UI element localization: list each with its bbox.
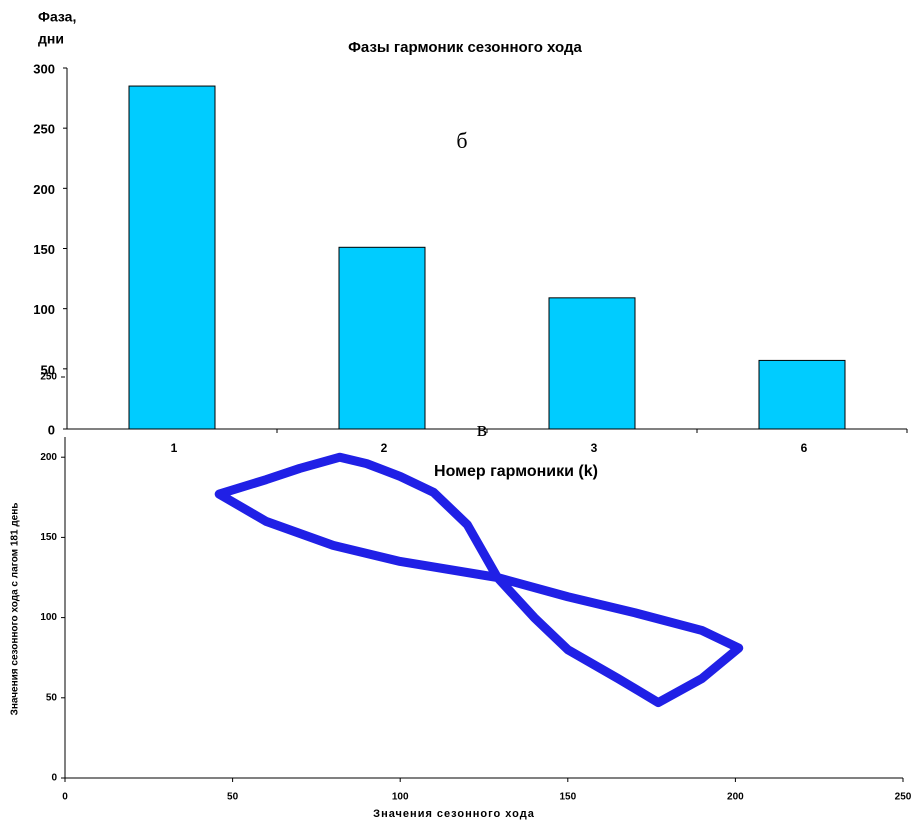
- annotation: б: [456, 128, 467, 153]
- y-tick-label: 100: [40, 612, 57, 623]
- y-tick-label: 150: [33, 242, 55, 257]
- y-tick-label: 150: [40, 532, 57, 543]
- y-axis-label: дни: [38, 31, 64, 47]
- x-tick-label: 200: [727, 792, 744, 803]
- bar: [548, 297, 636, 430]
- x-tick-label: 100: [392, 792, 409, 803]
- x-tick-label: 3: [591, 441, 598, 455]
- bar: [758, 359, 846, 430]
- y-tick-label: 100: [33, 302, 55, 317]
- y-tick-label: 50: [46, 692, 58, 703]
- bar: [338, 246, 426, 430]
- y-tick-label: 250: [33, 122, 55, 137]
- chart-title: Фазы гармоник сезонного хода: [348, 39, 582, 56]
- y-tick-label: 0: [51, 773, 57, 784]
- bar: [128, 85, 216, 430]
- x-tick-label: 1: [171, 441, 178, 455]
- y-axis-label: Значения сезонного хода с лагом 181 день: [10, 503, 21, 716]
- y-tick-label: 0: [48, 422, 55, 437]
- y-axis-label: Фаза,: [38, 9, 76, 25]
- x-tick-label: 50: [227, 792, 239, 803]
- y-tick-label: 50: [41, 362, 55, 377]
- x-tick-label: 250: [895, 792, 912, 803]
- y-tick-label: 200: [40, 452, 57, 463]
- x-tick-label: 0: [62, 792, 68, 803]
- y-tick-label: 300: [33, 61, 55, 76]
- y-tick-label: 250: [40, 372, 57, 383]
- x-tick-label: 150: [559, 792, 576, 803]
- loop-line: [214, 452, 744, 708]
- x-axis-label: Значения сезонного хода: [373, 808, 535, 820]
- x-axis-label: Номер гармоники (k): [434, 463, 598, 480]
- y-tick-label: 200: [33, 182, 55, 197]
- x-tick-label: 2: [381, 441, 388, 455]
- x-tick-label: 6: [801, 441, 808, 455]
